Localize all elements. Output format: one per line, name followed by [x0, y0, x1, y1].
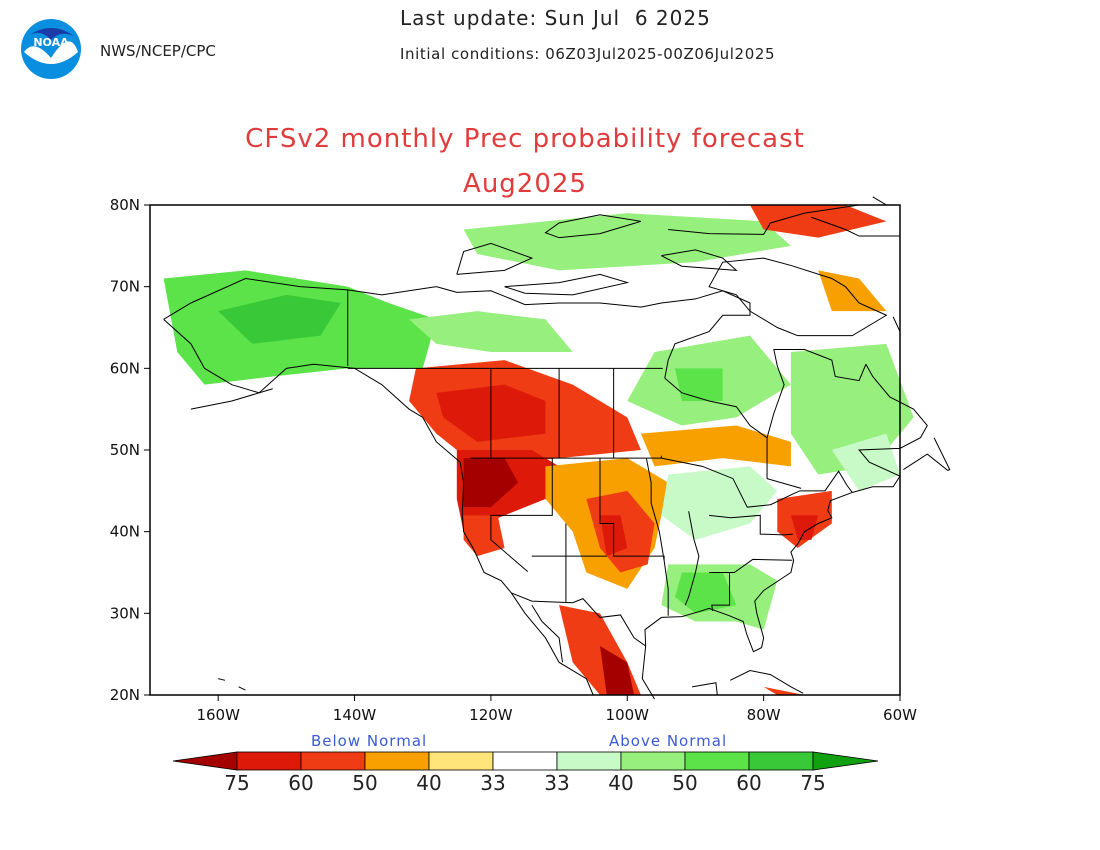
border-midwest-states: [709, 514, 794, 536]
legend-number: 33: [480, 771, 506, 795]
legend-above-label: Above Normal: [609, 732, 728, 750]
region-southeast-core: [675, 572, 737, 614]
coast-gulf-california: [531, 604, 563, 663]
region-mexico-core: [600, 646, 635, 695]
region-maritimes: [831, 433, 900, 491]
border-mississippi: [684, 511, 700, 606]
coast-somerset: [661, 249, 738, 271]
legend-arrow-left: [172, 751, 238, 771]
coastlines-borders: [163, 196, 951, 700]
legend-number: 50: [352, 771, 378, 795]
region-alaska-core: [218, 294, 341, 344]
legend-number: 50: [672, 771, 698, 795]
legend-arrow-right: [812, 751, 879, 771]
lon-label: 140W: [333, 706, 377, 724]
legend-number: 40: [416, 771, 442, 795]
coast-victoria-island: [504, 273, 630, 296]
coast-aleutians: [190, 388, 273, 410]
coast-cuba: [730, 669, 804, 694]
last-update: Last update: Sun Jul 6 2025: [400, 6, 711, 30]
legend-number: 33: [544, 771, 570, 795]
legend-number: 60: [736, 771, 762, 795]
coast-hudson-bay: [664, 349, 867, 439]
initial-conditions: Initial conditions: 06Z03Jul2025-00Z06Ju…: [400, 45, 776, 63]
region-california: [463, 515, 505, 557]
region-ontario: [640, 425, 791, 467]
coast-yucatan: [691, 682, 718, 696]
legend-swatch-above_60: [748, 751, 814, 771]
border-southeast-states: [709, 558, 793, 573]
legend-swatch-above_33: [556, 751, 622, 771]
noaa-logo: NOAA: [20, 18, 82, 80]
coast-hawaii-b: [238, 686, 246, 691]
region-pnw-core: [463, 458, 519, 508]
lat-label: 30N: [110, 604, 140, 622]
coast-pacific: [422, 417, 594, 696]
lon-label: 60W: [883, 706, 917, 724]
chart-title: CFSv2 monthly Prec probability forecast: [245, 124, 805, 154]
lat-label: 20N: [110, 686, 140, 704]
lon-label: 80W: [747, 706, 781, 724]
lon-label: 100W: [606, 706, 650, 724]
coast-greenland-west: [811, 216, 900, 237]
coast-newfoundland: [903, 437, 951, 471]
legend-swatch-below_33: [428, 751, 494, 771]
lat-label: 70N: [110, 278, 140, 296]
lon-label: 160W: [196, 706, 240, 724]
coast-banks-island: [456, 242, 534, 275]
region-yukon: [409, 311, 573, 352]
lat-label: 60N: [110, 359, 140, 377]
legend-swatch-below_40: [364, 751, 430, 771]
region-mid-atlantic: [790, 515, 819, 540]
chart-subtitle: Aug2025: [463, 169, 587, 199]
legend-number: 75: [800, 771, 826, 795]
legend-swatch-below_60: [236, 751, 302, 771]
region-ellesmere: [750, 205, 887, 238]
border-central-states: [645, 458, 669, 616]
legend-swatch-normal: [492, 751, 558, 771]
lat-label: 50N: [110, 441, 140, 459]
legend-swatch-above_50: [684, 751, 750, 771]
coast-arctic: [163, 277, 437, 320]
coast-atlantic-gulf: [644, 491, 853, 653]
coast-arctic-mainland: [436, 286, 751, 379]
legend-swatch-below_50: [300, 751, 366, 771]
legend-number: 40: [608, 771, 634, 795]
border-plains-states: [599, 458, 665, 561]
lon-label: 120W: [469, 706, 513, 724]
legend-number: 75: [224, 771, 250, 795]
border-alabama: [711, 572, 731, 611]
agency-label: NWS/NCEP/CPC: [100, 42, 216, 60]
coast-mexico-gulf: [641, 645, 655, 700]
legend-below-label: Below Normal: [311, 732, 428, 750]
longitude-axis: 160W 140W 120W 100W 80W 60W: [196, 695, 917, 724]
border-us-canada-east: [661, 457, 853, 508]
latitude-axis: 80N 70N 60N 50N 40N 30N 20N: [110, 196, 150, 704]
coast-hawaii-a: [218, 678, 226, 681]
lat-label: 40N: [110, 523, 140, 541]
legend-number: 60: [288, 771, 314, 795]
lat-label: 80N: [110, 196, 140, 214]
coast-baffin: [708, 257, 888, 337]
region-arctic-islands: [463, 213, 791, 271]
border-ontario-quebec: [766, 437, 802, 489]
region-hudson-west: [675, 368, 723, 401]
border-us-mexico: [511, 592, 646, 647]
coast-parry-islands: [544, 214, 642, 239]
logo-text: NOAA: [33, 36, 69, 49]
legend-swatch-above_40: [620, 751, 686, 771]
region-cuba: [763, 686, 805, 695]
border-west-states: [490, 458, 553, 573]
coast-alaska-south: [163, 318, 423, 418]
